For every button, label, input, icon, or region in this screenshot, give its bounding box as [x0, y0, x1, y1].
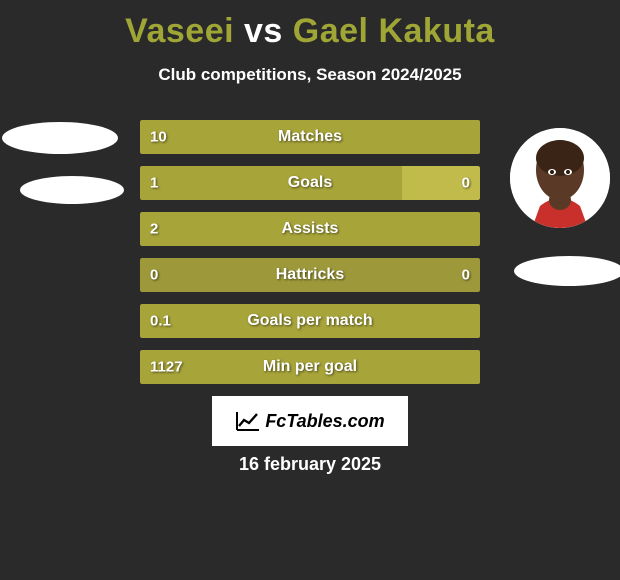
stat-row: 00Hattricks	[140, 258, 480, 292]
stat-row: 0.1Goals per match	[140, 304, 480, 338]
stat-label: Hattricks	[140, 266, 480, 284]
stat-label: Matches	[140, 128, 480, 146]
stats-chart: 10Matches 10Goals 2Assists 00Hattricks 0.1Go…	[140, 120, 480, 396]
chart-icon	[235, 410, 261, 432]
stat-row: 10Goals	[140, 166, 480, 200]
stat-label: Goals per match	[140, 312, 480, 330]
footer-logo: FcTables.com	[212, 396, 408, 446]
title-player-right: Gael Kakuta	[293, 12, 495, 50]
footer-logo-text: FcTables.com	[265, 411, 384, 432]
stat-label: Min per goal	[140, 358, 480, 376]
page-title: Vaseei vs Gael Kakuta	[0, 0, 620, 51]
stat-label: Assists	[140, 220, 480, 238]
avatar-placeholder-left-2	[20, 176, 124, 204]
stat-row: 1127Min per goal	[140, 350, 480, 384]
player-photo-icon	[510, 128, 610, 228]
avatar-right	[510, 128, 610, 228]
stat-row: 2Assists	[140, 212, 480, 246]
subtitle: Club competitions, Season 2024/2025	[0, 65, 620, 85]
stat-label: Goals	[140, 174, 480, 192]
title-vs: vs	[244, 12, 283, 50]
avatar-placeholder-right-1	[514, 256, 620, 286]
footer-date: 16 february 2025	[0, 454, 620, 475]
stat-row: 10Matches	[140, 120, 480, 154]
avatar-placeholder-left-1	[2, 122, 118, 154]
title-player-left: Vaseei	[125, 12, 234, 50]
